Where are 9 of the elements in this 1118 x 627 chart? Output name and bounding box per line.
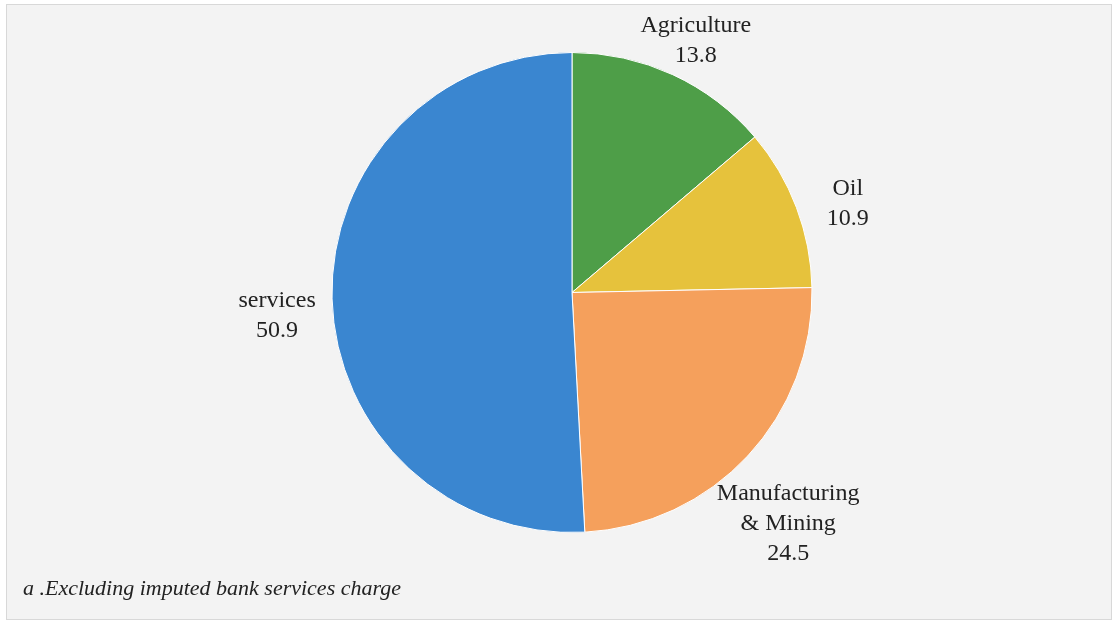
slice-label: services xyxy=(238,286,316,313)
slice-label: Agriculture xyxy=(640,10,752,37)
data-label: 13.8 xyxy=(674,40,717,67)
slice-label: Oil xyxy=(832,173,864,200)
slice-label: Manufacturing & Mining xyxy=(716,479,860,536)
text: a .Excluding imputed bank services charge xyxy=(23,575,401,601)
data-label: 50.9 xyxy=(256,316,299,343)
data-label: 10.9 xyxy=(826,203,869,230)
data-label: 24.5 xyxy=(767,539,810,566)
